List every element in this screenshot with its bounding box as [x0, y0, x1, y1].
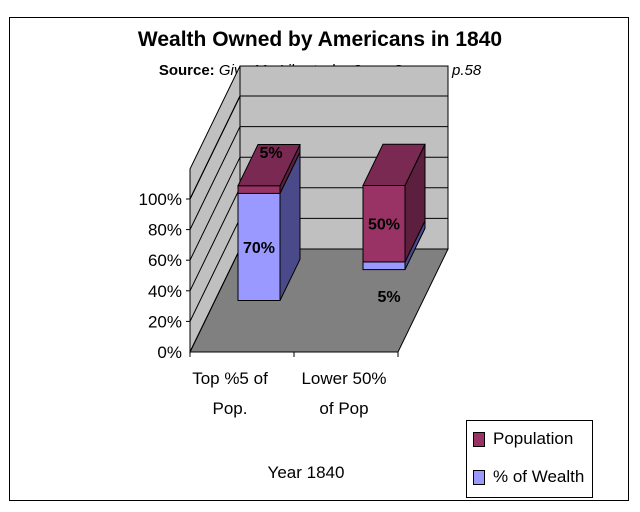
- x-tick-label: Lower 50%: [301, 369, 386, 388]
- x-axis-label: Year 1840: [267, 463, 345, 482]
- y-tick-label: 0%: [157, 343, 182, 362]
- legend: Population % of Wealth: [466, 420, 593, 498]
- bar-top-0: [237, 144, 301, 187]
- y-tick-label: 80%: [148, 221, 182, 240]
- y-tick-label: 100%: [139, 190, 182, 209]
- back-wall-upper: [239, 65, 449, 97]
- data-label: 5%: [259, 145, 282, 162]
- bar-front-1-0: [237, 185, 281, 194]
- source-label: Source:: [158, 62, 215, 79]
- bar-top-1: [362, 143, 426, 186]
- legend-swatch-population: [473, 431, 485, 447]
- legend-label-wealth: % of Wealth: [493, 467, 585, 486]
- data-label: 70%: [243, 240, 275, 257]
- y-tick-label: 40%: [148, 282, 182, 301]
- chart-title: Wealth Owned by Americans in 1840: [137, 28, 503, 51]
- legend-item-population: Population: [473, 429, 573, 449]
- data-label: 5%: [377, 289, 400, 306]
- legend-swatch-wealth: [473, 469, 485, 485]
- data-label: 50%: [368, 217, 400, 234]
- legend-item-wealth: % of Wealth: [473, 467, 584, 487]
- y-tick-label: 20%: [148, 312, 182, 331]
- legend-label-population: Population: [493, 429, 574, 448]
- x-tick-label: Top %5 of: [192, 369, 268, 388]
- bar-front-0-1: [362, 261, 406, 271]
- x-tick-label: Pop.: [213, 399, 248, 418]
- gridline: [189, 95, 241, 200]
- gridline: [189, 126, 448, 230]
- bar-front-0-0: [237, 192, 281, 301]
- y-tick-label: 60%: [148, 251, 182, 270]
- x-tick-label: of Pop: [319, 399, 368, 418]
